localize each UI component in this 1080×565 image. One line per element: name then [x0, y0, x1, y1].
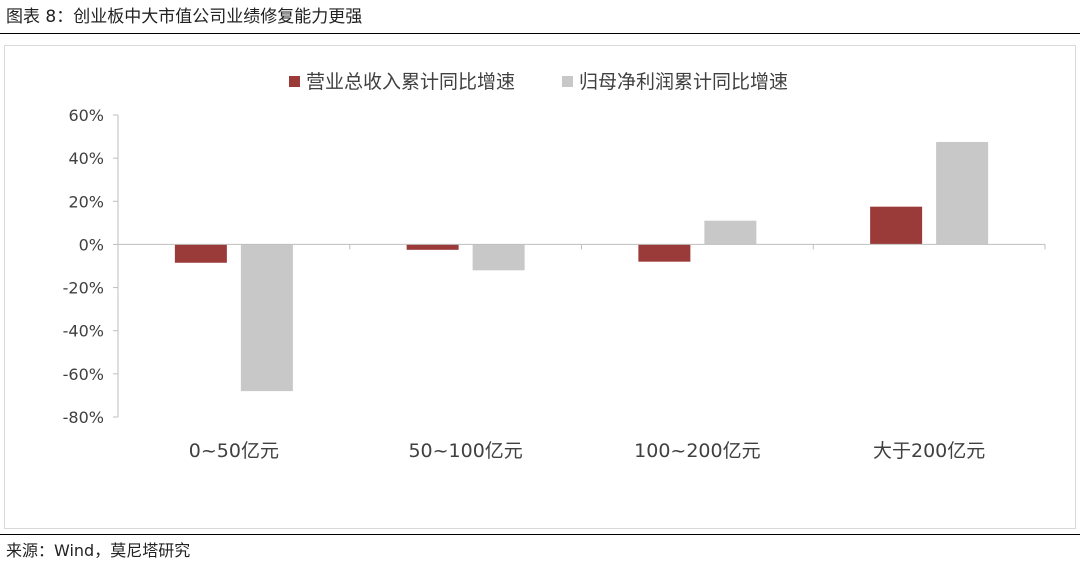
y-tick-label: 40% — [68, 149, 104, 168]
bar-profit-1 — [472, 244, 525, 271]
y-tick-label: -20% — [63, 279, 104, 298]
y-tick-label: -80% — [63, 408, 104, 427]
y-tick-label: 0% — [79, 235, 104, 254]
figure-title: 图表 8：创业板中大市值公司业绩修复能力更强 — [6, 7, 363, 27]
title-rule — [0, 33, 1080, 34]
legend-label-0: 营业总收入累计同比增速 — [306, 71, 515, 93]
legend-swatch-0 — [289, 76, 300, 87]
y-tick-label: 60% — [68, 106, 104, 125]
category-label: 大于200亿元 — [873, 440, 985, 462]
bar-profit-2 — [704, 220, 757, 245]
y-axis: 60% 40% 20% 0% -20% -40% -60% -80% — [63, 106, 119, 427]
source-note: 来源：Wind，莫尼塔研究 — [6, 541, 191, 560]
legend-swatch-1 — [562, 76, 573, 87]
bar-revenue-0 — [174, 244, 227, 263]
chart-legend: 营业总收入累计同比增速 归母净利润累计同比增速 — [289, 71, 788, 93]
bar-profit-3 — [936, 141, 989, 245]
y-tick-label: 20% — [68, 192, 104, 211]
y-tick-label: -40% — [63, 322, 104, 341]
category-label: 0~50亿元 — [189, 440, 279, 462]
bars — [174, 141, 989, 392]
bar-profit-0 — [240, 244, 293, 392]
source-rule — [0, 534, 1080, 535]
bar-revenue-1 — [406, 244, 459, 250]
legend-label-1: 归母净利润累计同比增速 — [579, 71, 788, 93]
bar-revenue-2 — [638, 244, 691, 262]
y-tick-label: -60% — [63, 365, 104, 384]
x-axis: 0~50亿元 50~100亿元 100~200亿元 大于200亿元 — [117, 243, 1046, 462]
bar-revenue-3 — [870, 206, 923, 245]
category-label: 50~100亿元 — [408, 440, 522, 462]
chart-frame — [4, 45, 1076, 529]
category-label: 100~200亿元 — [634, 440, 760, 462]
